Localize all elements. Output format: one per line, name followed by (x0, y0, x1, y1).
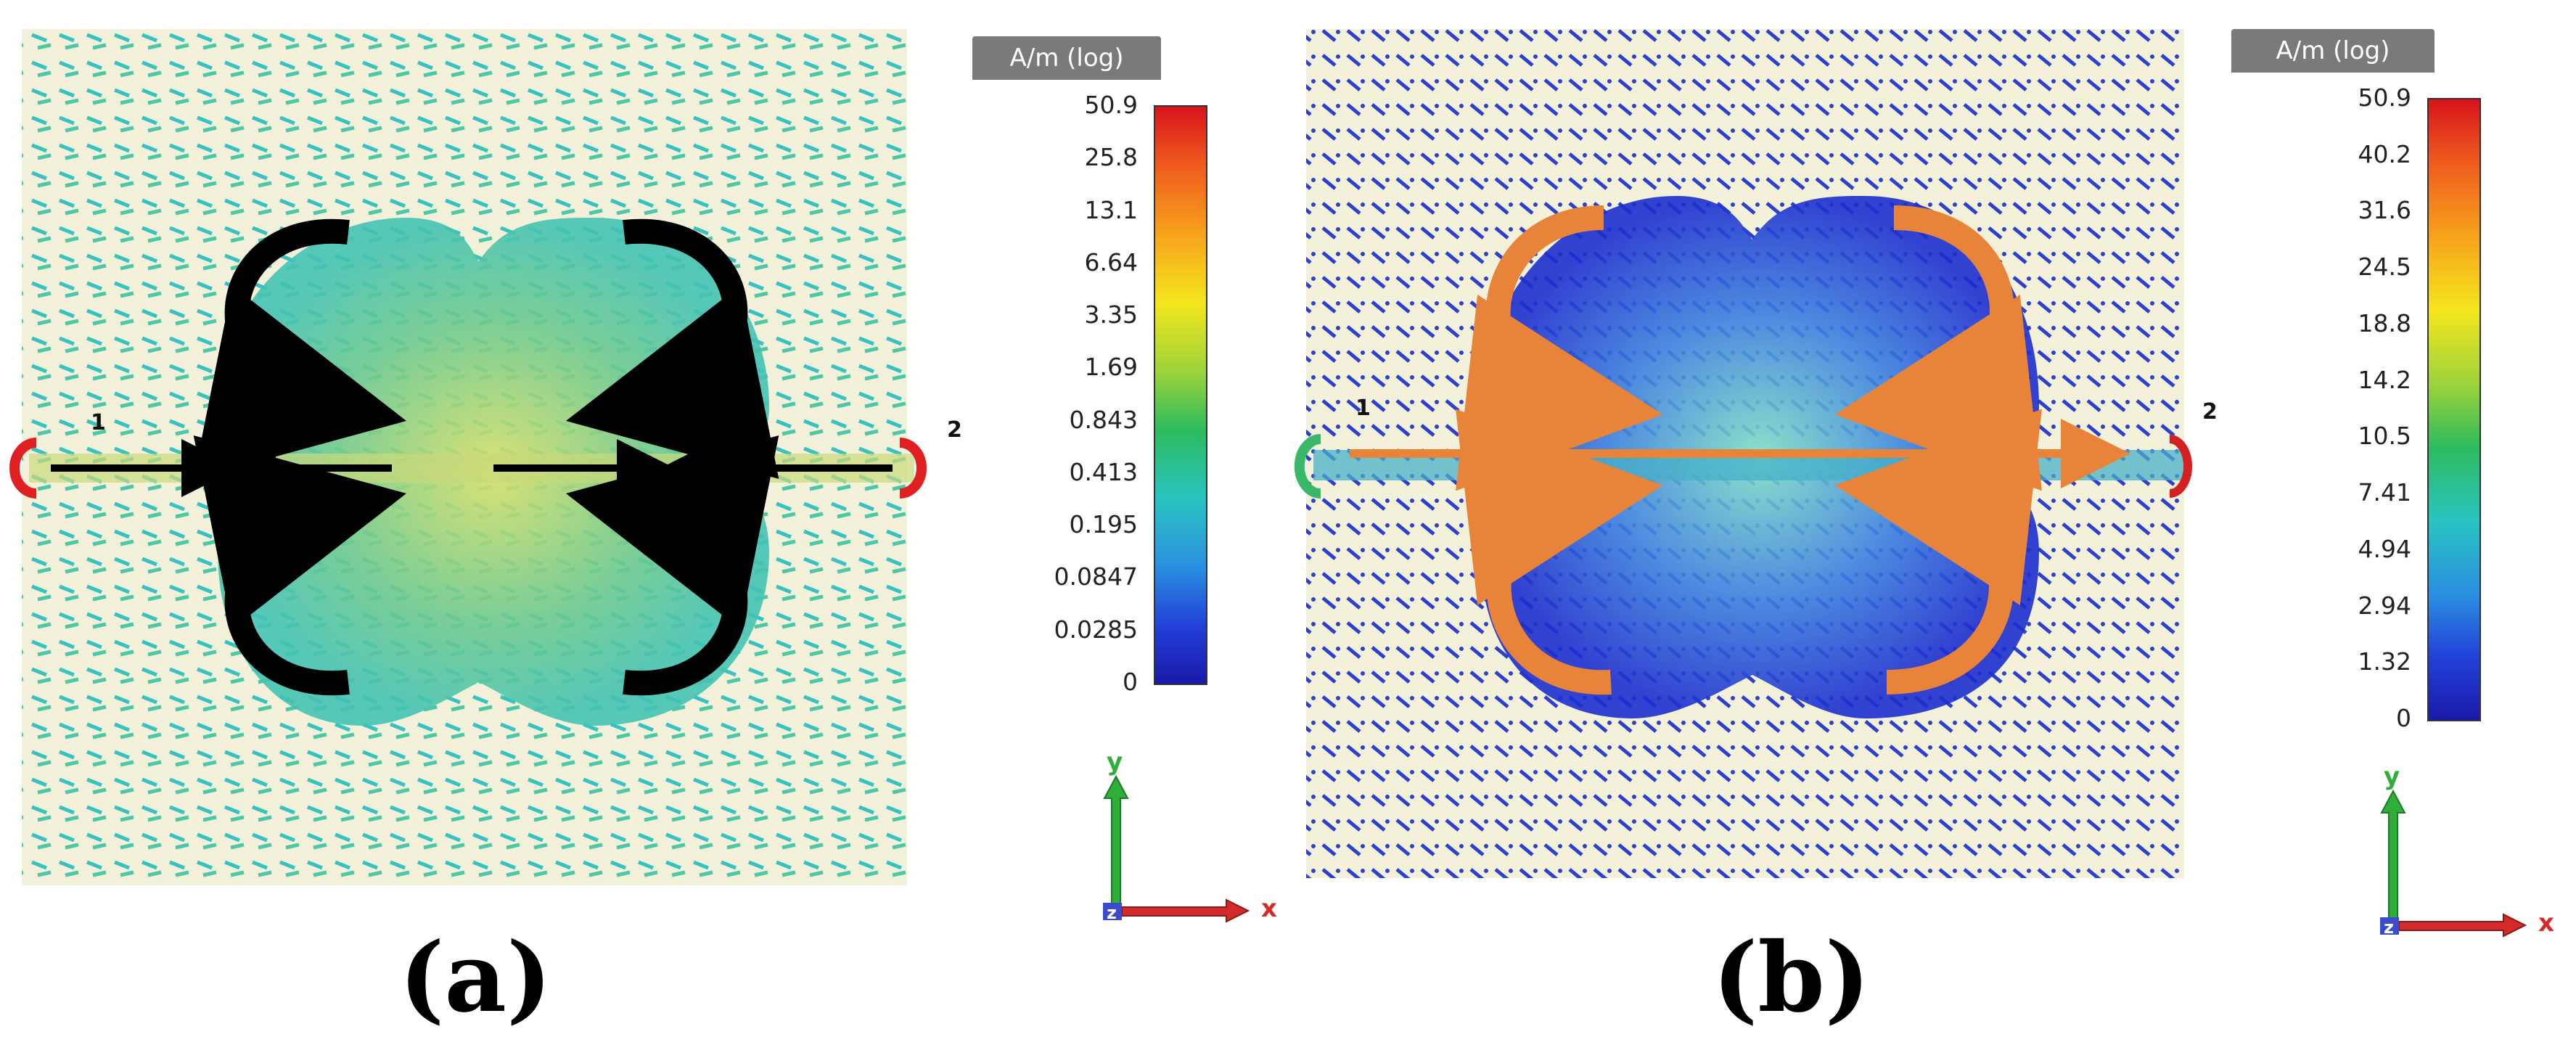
panel-b-curved-arrow-bottom-right (1834, 409, 2043, 694)
panel-a-port-1-label: 1 (91, 410, 106, 435)
panel-b-port-1-label: 1 (1355, 396, 1371, 421)
panel-a-curved-arrow-top-right (566, 218, 779, 479)
panel-b-colorbar-tick-label: 2.94 (2358, 591, 2411, 620)
panel-b-colorbar-tick-label: 31.6 (2358, 196, 2411, 225)
panel-a-curved-arrow-top-left (193, 218, 406, 479)
panel-b-axis-triad (2380, 789, 2527, 938)
panel-a-port-1-marker (9, 438, 37, 499)
panel-b-colorbar-tick-label: 40.2 (2358, 139, 2411, 168)
panel-b-x-axis-label: x (2538, 909, 2554, 938)
panel-a-colorbar-tick-label: 0.0847 (1054, 562, 1138, 591)
panel-b-colorbar (2427, 98, 2481, 721)
panel-a-colorbar-tick-label: 0.0285 (1054, 615, 1138, 644)
panel-a-caption: (a) (399, 922, 552, 1034)
panel-b-y-axis-label: y (2384, 762, 2400, 791)
panel-b-x-axis-arrow (2398, 913, 2527, 938)
panel-a-y-axis-arrow (1103, 774, 1129, 915)
panel-b-colorbar-tick-label: 24.5 (2358, 253, 2411, 282)
panel-a-field-plot (9, 29, 927, 885)
panel-b-curved-arrow-bottom-left (1455, 409, 1663, 695)
panel-a-axis-triad (1103, 774, 1250, 923)
panel-a-colorbar-tick-label: 50.9 (1084, 91, 1138, 119)
panel-a-colorbar-tick-label: 3.35 (1084, 300, 1138, 329)
panel-a-colorbar-tick-label: 25.8 (1084, 143, 1138, 172)
panel-a-x-axis-label: x (1261, 894, 1277, 923)
panel-b-curved-arrow-top-left (1455, 205, 1663, 491)
panel-a-z-axis-marker (1103, 903, 1122, 920)
panel-b-port-1-marker (1294, 434, 1321, 499)
panel-a-port-2-marker (899, 438, 927, 499)
panel-a-colorbar-tick-label: 0.195 (1069, 510, 1138, 539)
panel-b-z-axis-label: z (2384, 917, 2394, 938)
panel-b-port-2-marker (2169, 435, 2192, 498)
panel-a-z-axis-label: z (1107, 903, 1117, 923)
panel-a-colorbar-tick-label: 0 (1123, 668, 1138, 696)
panel-a-curved-arrow-bottom-right (566, 435, 779, 696)
panel-b-colorbar-tick-label: 7.41 (2358, 478, 2411, 507)
panel-a-colorbar-tick-label: 1.69 (1084, 353, 1138, 382)
panel-a-colorbar-tick-label: 0.413 (1069, 457, 1138, 486)
panel-b-colorbar-tick-label: 0 (2396, 704, 2411, 732)
panel-a-x-axis-arrow (1121, 898, 1250, 923)
panel-b-colorbar-tick-label: 4.94 (2358, 534, 2411, 563)
panel-b-caption: (b) (1712, 922, 1871, 1034)
panel-a-curved-arrow-bottom-left (193, 435, 406, 696)
panel-a-colorbar-tick-label: 6.64 (1084, 247, 1138, 276)
panel-b-colorbar-tick-label: 14.2 (2358, 365, 2411, 394)
panel-a-colorbar-tick-label: 0.843 (1069, 405, 1138, 434)
panel-a-y-axis-label: y (1107, 747, 1123, 776)
panel-a-colorbar-tick-label: 13.1 (1084, 195, 1138, 224)
panel-a-colorbar (1154, 105, 1207, 685)
panel-b-z-axis-marker (2380, 917, 2399, 935)
panel-b-port-2-label: 2 (2202, 399, 2218, 425)
panel-b-colorbar-tick-label: 1.32 (2358, 647, 2411, 676)
panel-b-field-plot (1294, 29, 2192, 878)
panel-b-y-axis-arrow (2380, 789, 2406, 930)
panel-b-colorbar-tick-label: 50.9 (2358, 83, 2411, 112)
panel-b-colorbar-tick-label: 10.5 (2358, 422, 2411, 451)
panel-b-colorbar-tick-label: 18.8 (2358, 308, 2411, 337)
panel-a-colorbar-title: A/m (log) (972, 36, 1161, 80)
panel-b-colorbar-title: A/m (log) (2231, 29, 2435, 73)
panel-a-port-2-label: 2 (947, 417, 962, 443)
panel-b-curved-arrow-top-right (1834, 205, 2043, 491)
